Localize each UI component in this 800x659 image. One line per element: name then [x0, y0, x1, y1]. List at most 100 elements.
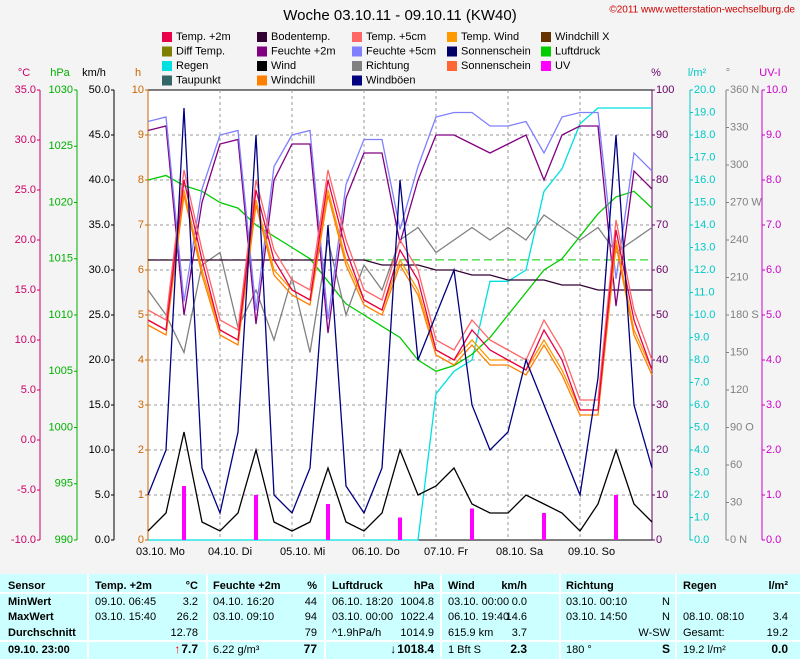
- y-tick-label: 35.0: [89, 219, 110, 231]
- table-unit: l/m²: [768, 580, 788, 592]
- legend-swatch: [257, 75, 267, 86]
- cell-value: 79: [305, 627, 317, 639]
- legend-swatch: [541, 61, 551, 71]
- cell-value: W-SW: [638, 627, 670, 639]
- y-tick-label: 20.0: [694, 84, 715, 96]
- x-tick-label: 05.10. Mi: [280, 546, 325, 558]
- legend-label: Windböen: [366, 74, 416, 86]
- table-header: Sensor: [8, 580, 46, 592]
- cell-value: N: [662, 596, 670, 608]
- y-tick-label: 2: [138, 444, 144, 456]
- y-tick-label: 10.0: [89, 444, 110, 456]
- y-tick-label: 25.0: [89, 309, 110, 321]
- cell-text: 03.10. 00:00: [448, 596, 509, 608]
- trend-arrow: ↓: [390, 642, 396, 656]
- cell-value: 77: [304, 642, 318, 656]
- copyright: ©2011 www.wetterstation-wechselburg.de: [609, 5, 795, 16]
- cell-text: 03.10. 00:10: [566, 596, 627, 608]
- cell-value: 14.6: [506, 611, 527, 623]
- y-tick-label: 10: [656, 489, 668, 501]
- y-tick-label: 80: [656, 174, 668, 186]
- axis-unit: °: [726, 67, 730, 79]
- series-line: [147, 174, 653, 373]
- x-tick-label: 09.10. So: [568, 546, 615, 558]
- y-tick-label: 20.0: [15, 234, 36, 246]
- y-tick-label: 10.0: [766, 84, 787, 96]
- y-tick-label: 120: [730, 384, 748, 396]
- legend-label: Windchill: [271, 74, 315, 86]
- y-tick-label: 9.0: [766, 129, 781, 141]
- cell-value: 2.3: [510, 642, 527, 656]
- row-label: MaxWert: [8, 611, 54, 623]
- y-tick-label: 30.0: [15, 134, 36, 146]
- cell-value: 1014.9: [400, 627, 434, 639]
- y-tick-label: 20.0: [89, 354, 110, 366]
- y-tick-label: 6.0: [694, 399, 709, 411]
- y-tick-label: 7.0: [694, 376, 709, 388]
- y-tick-label: 8.0: [766, 174, 781, 186]
- y-tick-label: 15.0: [694, 196, 715, 208]
- cell-text: 180 °: [566, 644, 592, 656]
- legend-swatch: [352, 61, 362, 71]
- legend-label: Diff Temp.: [176, 45, 225, 57]
- axis-unit: l/m²: [688, 67, 707, 79]
- legend-label: Feuchte +5cm: [366, 45, 436, 57]
- y-tick-label: 6.0: [766, 264, 781, 276]
- y-tick-label: 12.0: [694, 264, 715, 276]
- legend-label: Richtung: [366, 60, 409, 72]
- y-tick-label: 100: [656, 84, 674, 96]
- y-tick-label: 3.0: [766, 399, 781, 411]
- y-tick-label: 50.0: [89, 84, 110, 96]
- y-tick-label: 5.0: [95, 489, 110, 501]
- y-tick-label: 1010: [49, 309, 73, 321]
- y-tick-label: 5.0: [694, 421, 709, 433]
- y-tick-label: 1030: [49, 84, 73, 96]
- y-tick-label: 270 W: [730, 196, 762, 208]
- legend-label: Sonnenschein: [461, 45, 531, 57]
- y-tick-label: 40: [656, 354, 668, 366]
- legend-label: Feuchte +2m: [271, 45, 336, 57]
- y-tick-label: 1000: [49, 421, 73, 433]
- y-tick-label: 1015: [49, 253, 73, 265]
- cell-text: 08.10. 08:10: [683, 611, 744, 623]
- y-tick-label: 210: [730, 271, 748, 283]
- y-tick-label: 5.0: [21, 384, 36, 396]
- axis-unit: UV-I: [759, 67, 780, 79]
- y-tick-label: 8: [138, 174, 144, 186]
- cell-text: Gesamt:: [683, 627, 725, 639]
- y-tick-label: 1.0: [694, 511, 709, 523]
- table-header: Regen: [683, 580, 717, 592]
- legend-swatch: [162, 32, 172, 42]
- legend-label: Regen: [176, 60, 208, 72]
- y-tick-label: 60: [656, 264, 668, 276]
- cell-value: 3.4: [773, 611, 788, 623]
- bar: [542, 513, 546, 540]
- y-tick-label: 0.0: [95, 534, 110, 546]
- legend-swatch: [352, 32, 362, 42]
- y-tick-label: 4: [138, 354, 144, 366]
- legend-swatch: [447, 32, 457, 42]
- chart-title: Woche 03.10.11 - 09.10.11 (KW40): [283, 7, 516, 24]
- y-tick-label: 25.0: [15, 184, 36, 196]
- y-tick-label: 15.0: [15, 284, 36, 296]
- legend-label: Temp. +2m: [176, 31, 231, 43]
- cell-value: 1022.4: [400, 611, 434, 623]
- x-tick-label: 07.10. Fr: [424, 546, 468, 558]
- series-line: [147, 431, 653, 533]
- y-tick-label: 0.0: [766, 534, 781, 546]
- y-tick-label: 10.0: [15, 334, 36, 346]
- y-tick-label: 0: [656, 534, 662, 546]
- legend-swatch: [257, 32, 267, 42]
- y-tick-label: 1.0: [766, 489, 781, 501]
- y-tick-label: 70: [656, 219, 668, 231]
- y-tick-label: 13.0: [694, 241, 715, 253]
- y-tick-label: 0.0: [21, 434, 36, 446]
- y-tick-label: 1020: [49, 196, 73, 208]
- legend-swatch: [447, 46, 457, 57]
- series-line: [147, 111, 653, 320]
- cell-value: 3.2: [183, 596, 198, 608]
- series-line: [147, 194, 653, 416]
- legend-swatch: [257, 61, 267, 71]
- legend-swatch: [352, 75, 362, 86]
